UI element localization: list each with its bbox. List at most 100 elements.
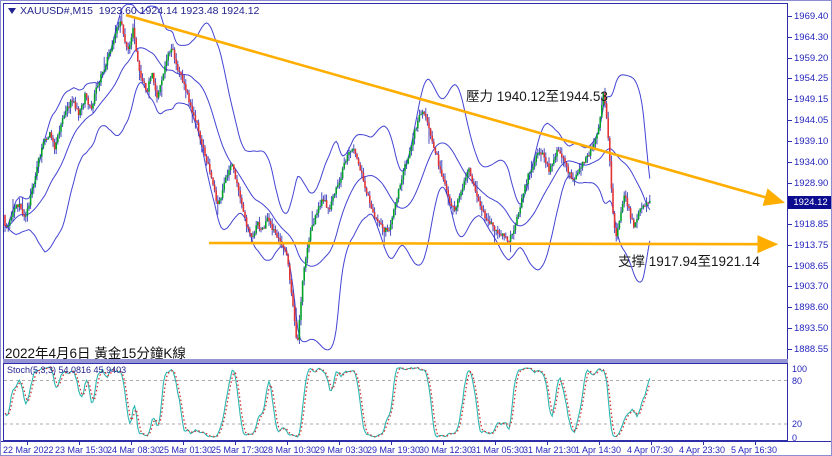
candle-body (111, 44, 113, 51)
price-axis-tick (787, 36, 792, 38)
resistance-annotation[interactable]: 壓力 1940.12至1944.53 (466, 89, 608, 104)
candle-body (34, 176, 37, 184)
candle-body (157, 92, 160, 98)
candle-body (401, 179, 403, 186)
panel-divider[interactable] (3, 359, 788, 363)
collapse-triangle-icon[interactable] (8, 8, 16, 14)
candle-body (287, 254, 289, 265)
candle-body (290, 279, 293, 293)
candle-body (565, 162, 568, 167)
candle-body (381, 224, 384, 228)
candle-body (309, 230, 312, 241)
chart-plot-frame[interactable] (3, 3, 788, 441)
candle-body (559, 151, 561, 154)
candle-body (13, 208, 16, 213)
candle-body (101, 72, 104, 75)
candle-body (140, 70, 142, 79)
candle-body (535, 155, 537, 162)
candle-body (39, 156, 41, 159)
candle-body (249, 228, 251, 234)
ohlc-values: 1923.60 1924.14 1923.48 1924.12 (98, 5, 260, 17)
support-annotation[interactable]: 支撑 1917.94至1921.14 (618, 254, 760, 269)
candle-body (529, 172, 531, 174)
candle-body (439, 166, 441, 170)
candle-body (551, 164, 553, 167)
candle-body (63, 115, 65, 119)
price-axis-tick (787, 78, 792, 80)
price-axis-tick (787, 161, 792, 163)
candle-body (511, 233, 513, 236)
candle-body (173, 49, 176, 59)
candle-body (484, 210, 486, 219)
stochastic-indicator-label: Stoch(5,3,3) 54.0816 45.9403 (7, 365, 127, 375)
candle-body (596, 134, 598, 139)
candle-body (540, 152, 542, 155)
candle-body (426, 117, 429, 123)
candle-body (100, 74, 102, 83)
candle-body (618, 220, 621, 229)
candle-body (364, 180, 366, 188)
candle-body (165, 60, 168, 66)
candle-body (164, 65, 166, 74)
candle-body (149, 78, 152, 82)
stochastic-layer (4, 366, 787, 438)
candle-body (55, 142, 57, 150)
time-axis-tick (651, 441, 652, 445)
candle-body (135, 38, 137, 52)
price-axis-label: 1913.75 (794, 239, 829, 251)
candle-body (202, 144, 205, 148)
candle-body (516, 216, 518, 225)
candle-body (477, 196, 480, 201)
candle-body (330, 201, 333, 210)
candle-body (370, 203, 373, 209)
candle-body (530, 169, 533, 173)
candle-body (628, 206, 630, 209)
candle-body (599, 117, 601, 128)
candle-body (293, 305, 296, 322)
candle-body (322, 199, 325, 202)
candle-body (20, 203, 22, 209)
candle-body (612, 188, 614, 213)
candle-body (338, 182, 341, 185)
candle-body (394, 203, 397, 210)
time-axis-tick (443, 441, 444, 445)
price-axis-label: 1959.20 (794, 52, 829, 64)
candle-body (298, 319, 301, 340)
candle-body (97, 85, 99, 88)
candle-body (311, 225, 313, 231)
time-axis-label: 29 Mar 03:30 (315, 445, 369, 455)
candle-body (69, 100, 72, 108)
candle-body (258, 222, 261, 230)
candle-body (396, 198, 398, 204)
candle-body (169, 52, 171, 54)
candle-body (204, 147, 206, 156)
current-price-tag: 1924.12 (788, 195, 831, 209)
candle-body (226, 175, 229, 178)
candle-body (369, 195, 371, 204)
candle-body (183, 81, 185, 85)
symbol-timeframe: XAUUSD#,M15 (20, 5, 93, 17)
candle-body (615, 227, 617, 237)
candle-body (388, 229, 390, 231)
candle-body (517, 213, 520, 217)
candle-body (493, 226, 496, 231)
candle-body (359, 164, 361, 171)
candle-body (146, 90, 149, 92)
candle-body (9, 220, 11, 226)
candle-body (469, 168, 472, 176)
chart-title: XAUUSD#,M15 1923.60 1924.14 1923.48 1924… (8, 5, 259, 17)
candle-body (623, 195, 625, 204)
candle-body (621, 203, 624, 212)
candle-body (503, 233, 505, 237)
candle-body (5, 226, 8, 228)
candle-body (445, 184, 448, 190)
candle-body (417, 120, 419, 129)
candle-body (546, 163, 549, 165)
candle-body (60, 124, 62, 132)
candle-body (633, 219, 635, 228)
candle-body (218, 200, 221, 204)
candle-body (577, 172, 579, 175)
candle-body (537, 152, 539, 156)
candle-body (573, 179, 576, 181)
